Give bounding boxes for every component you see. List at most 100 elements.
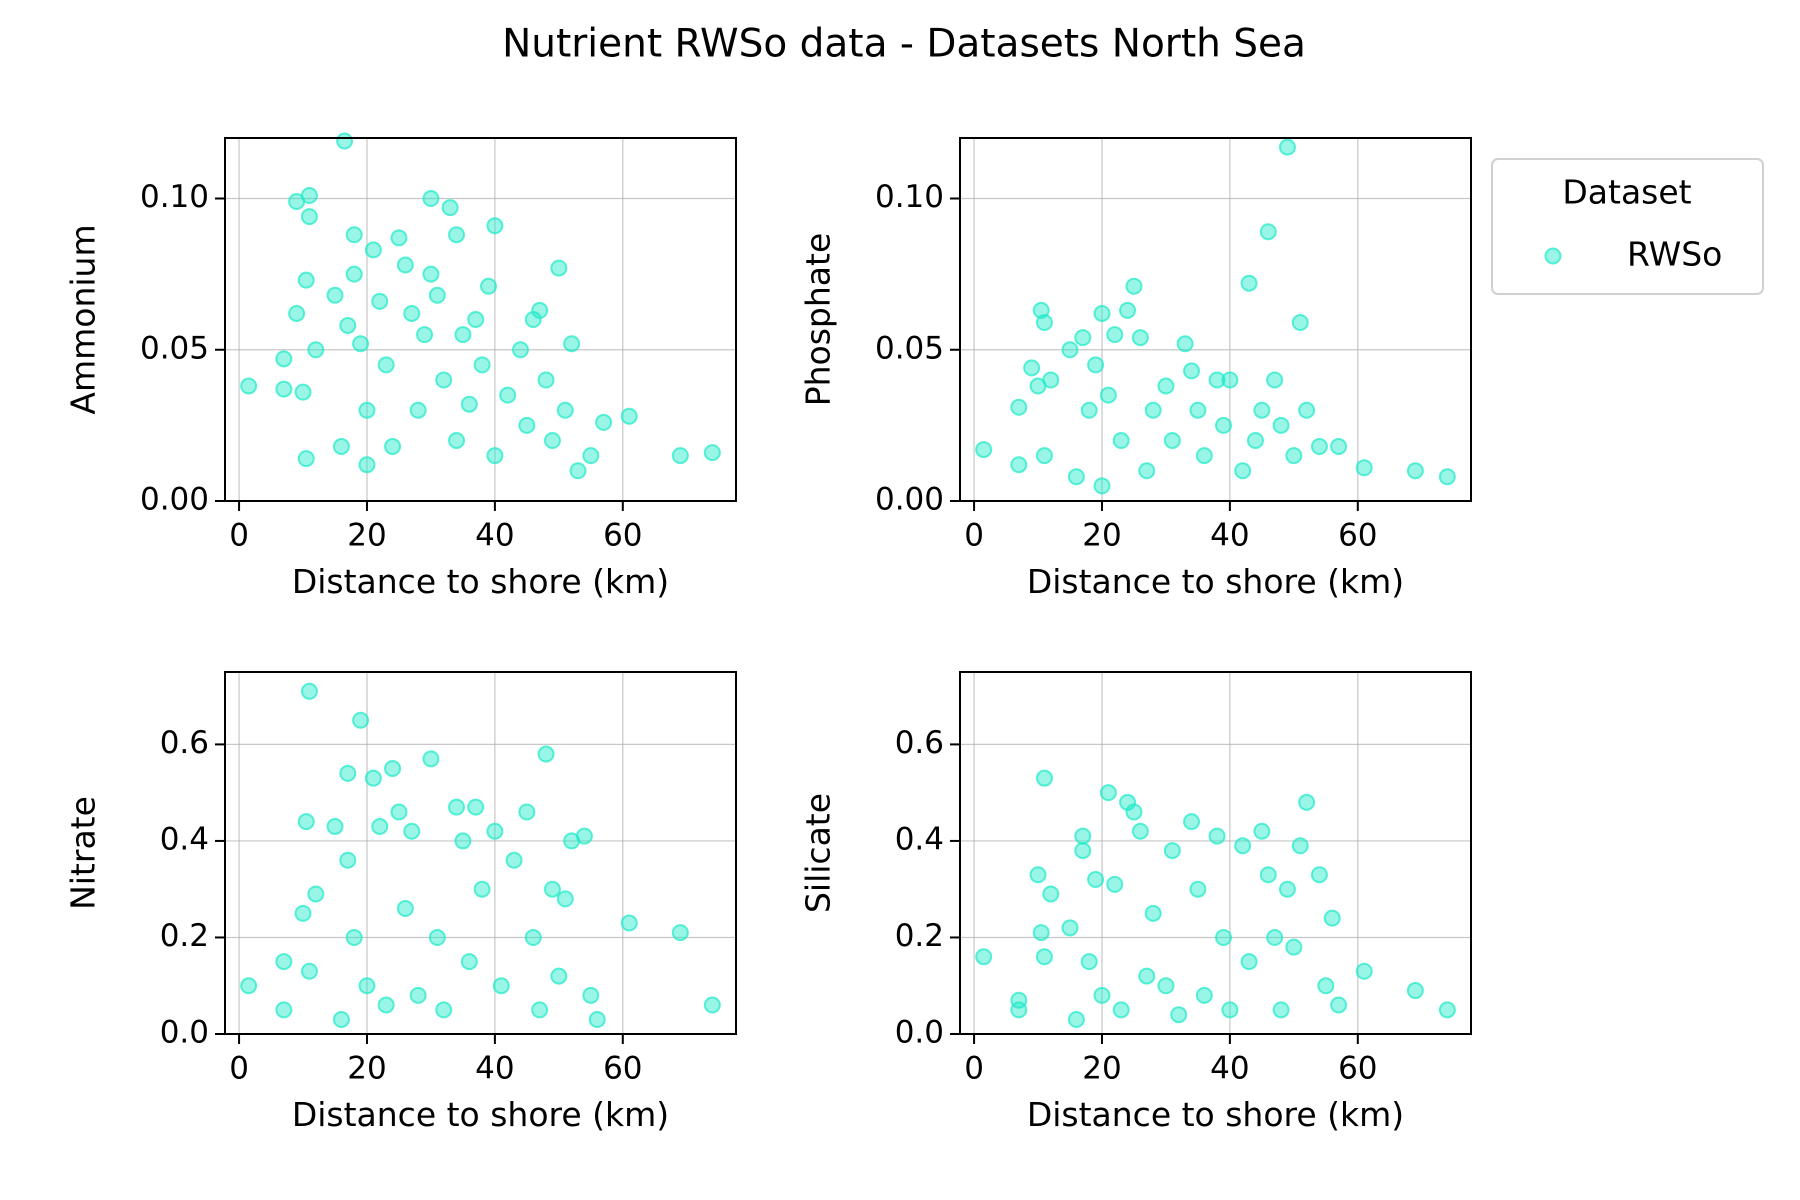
- scatter-point: [1067, 1011, 1085, 1029]
- scatter-point: [1189, 880, 1207, 898]
- y-tick-label: 0.4: [160, 821, 209, 857]
- y-axis-label: Nitrate: [64, 796, 103, 910]
- scatter-point: [1240, 274, 1258, 292]
- legend-marker: [1544, 247, 1562, 265]
- scatter-point: [511, 341, 529, 359]
- scatter-point: [479, 277, 497, 295]
- scatter-point: [390, 803, 408, 821]
- x-tick-label: 40: [475, 1051, 514, 1087]
- scatter-point: [364, 241, 382, 259]
- y-tick-label: 0.6: [160, 725, 209, 761]
- scatter-point: [300, 186, 318, 204]
- scatter-point: [339, 851, 357, 869]
- scatter-point: [582, 986, 600, 1004]
- scatter-point: [1061, 919, 1079, 937]
- scatter-point: [543, 880, 561, 898]
- scatter-point: [358, 977, 376, 995]
- scatter-point: [1080, 953, 1098, 971]
- x-tick-label: 20: [1082, 518, 1121, 554]
- scatter-point: [1189, 401, 1207, 419]
- scatter-point: [1176, 335, 1194, 353]
- scatter-point: [460, 953, 478, 971]
- scatter-point: [620, 407, 638, 425]
- scatter-point: [390, 229, 408, 247]
- scatter-point: [332, 1011, 350, 1029]
- scatter-point: [505, 851, 523, 869]
- axes-frame: [224, 671, 737, 1035]
- scatter-point: [435, 1001, 453, 1019]
- x-tick-label: 40: [1210, 1051, 1249, 1087]
- scatter-point: [550, 259, 568, 277]
- axes-frame: [224, 137, 737, 502]
- scatter-point: [1234, 462, 1252, 480]
- y-tick-label: 0.05: [140, 330, 209, 366]
- x-tick-label: 60: [1338, 1051, 1377, 1087]
- scatter-point: [409, 986, 427, 1004]
- scatter-point: [1074, 842, 1092, 860]
- scatter-point: [435, 371, 453, 389]
- x-tick-label: 0: [964, 1051, 984, 1087]
- y-tick-label: 0.0: [895, 1015, 944, 1051]
- scatter-point: [1240, 953, 1258, 971]
- scatter-point: [240, 977, 258, 995]
- scatter-point: [422, 265, 440, 283]
- scatter-point: [428, 928, 446, 946]
- scatter-point: [467, 311, 485, 328]
- y-tick-label: 0.00: [140, 482, 209, 518]
- y-axis-label: Silicate: [799, 793, 838, 913]
- scatter-point: [275, 380, 293, 398]
- scatter-point: [345, 928, 363, 946]
- scatter-point: [1125, 803, 1143, 821]
- scatter-point: [371, 292, 389, 310]
- x-tick-label: 20: [1082, 1051, 1121, 1087]
- scatter-point: [1208, 371, 1226, 389]
- scatter-point: [537, 371, 555, 389]
- scatter-point: [403, 304, 421, 322]
- scatter-point: [1032, 924, 1050, 942]
- scatter-point: [339, 317, 357, 335]
- x-tick-label: 40: [475, 518, 514, 554]
- scatter-point: [1099, 784, 1117, 802]
- scatter-point: [1272, 416, 1290, 434]
- scatter-point: [332, 438, 350, 456]
- scatter-point: [294, 383, 312, 401]
- scatter-point: [975, 948, 993, 966]
- scatter-point: [1438, 468, 1456, 486]
- scatter-point: [1010, 456, 1028, 474]
- scatter-point: [460, 395, 478, 413]
- scatter-point: [1317, 977, 1335, 995]
- y-axis-label: Ammonium: [64, 224, 103, 414]
- scatter-point: [1093, 304, 1111, 322]
- y-tick-label: 0.6: [895, 725, 944, 761]
- scatter-point: [556, 890, 574, 908]
- scatter-point: [448, 432, 466, 449]
- scatter-point: [473, 880, 491, 898]
- scatter-point: [1253, 401, 1271, 419]
- scatter-point: [575, 827, 593, 845]
- scatter-point: [1163, 432, 1181, 449]
- scatter-point: [537, 745, 555, 763]
- scatter-point: [1074, 329, 1092, 347]
- scatter-point: [1278, 880, 1296, 898]
- scatter-point: [588, 1011, 606, 1029]
- scatter-point: [1253, 822, 1271, 840]
- scatter-point: [595, 413, 613, 431]
- scatter-point: [1272, 1001, 1290, 1019]
- scatter-point: [377, 356, 395, 374]
- x-tick-label: 60: [603, 518, 642, 554]
- scatter-point: [345, 226, 363, 244]
- scatter-point: [371, 817, 389, 835]
- scatter-point: [352, 335, 370, 353]
- x-tick-label: 0: [229, 1051, 249, 1087]
- scatter-point: [1310, 438, 1328, 456]
- x-axis-label: Distance to shore (km): [292, 1095, 669, 1134]
- scatter-point: [403, 822, 421, 840]
- scatter-point: [569, 462, 587, 480]
- scatter-point: [1067, 468, 1085, 486]
- scatter-point: [1035, 447, 1053, 465]
- scatter-point: [352, 711, 370, 729]
- scatter-point: [1214, 416, 1232, 434]
- x-axis-label: Distance to shore (km): [1027, 562, 1404, 601]
- scatter-point: [1144, 904, 1162, 922]
- scatter-point: [1266, 371, 1284, 389]
